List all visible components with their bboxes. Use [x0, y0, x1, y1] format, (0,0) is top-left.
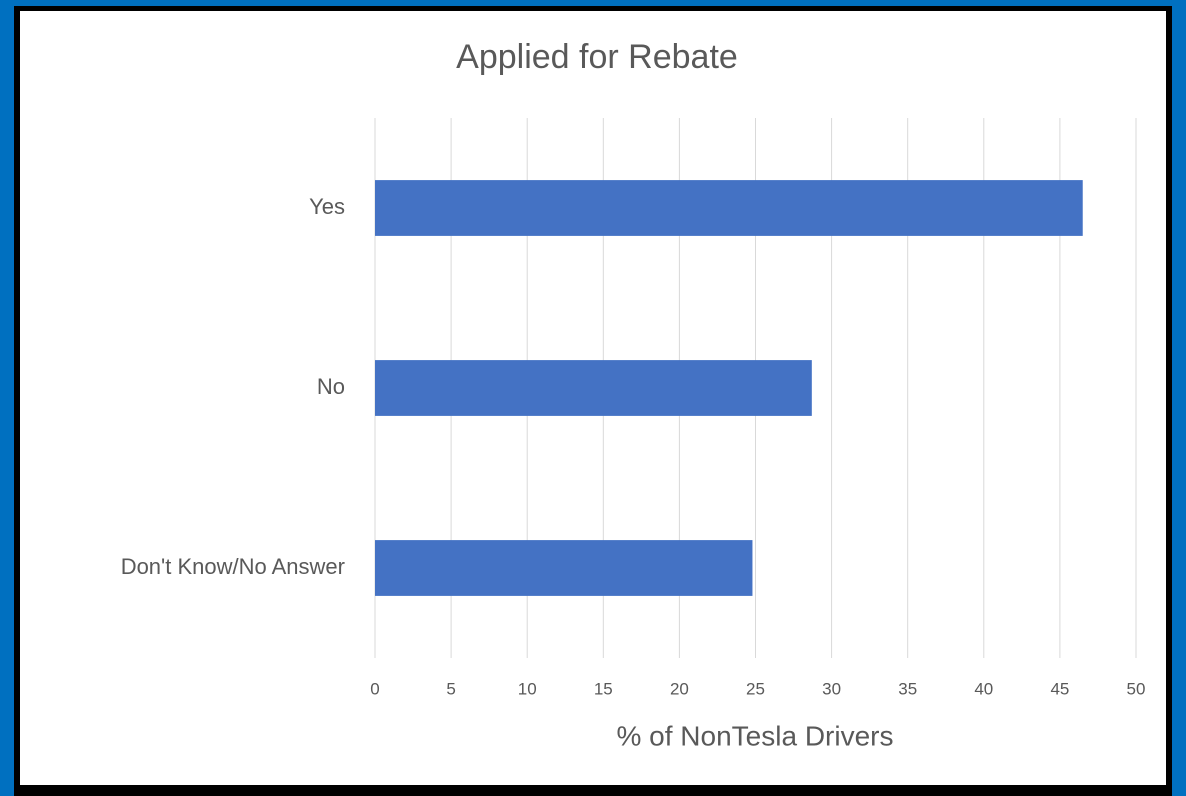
- chart-title: Applied for Rebate: [456, 38, 738, 76]
- chart: Applied for Rebate % of NonTesla Drivers…: [20, 11, 1166, 785]
- x-tick-label: 20: [670, 679, 689, 698]
- x-tick-label: 40: [974, 679, 993, 698]
- y-tick-label: Don't Know/No Answer: [121, 554, 345, 579]
- x-tick-label: 35: [898, 679, 917, 698]
- x-tick-label: 45: [1050, 679, 1069, 698]
- bar: [375, 540, 753, 596]
- bar: [375, 180, 1083, 236]
- x-axis-title: % of NonTesla Drivers: [617, 720, 894, 751]
- x-tick-label: 10: [518, 679, 537, 698]
- x-tick-label: 50: [1127, 679, 1146, 698]
- x-tick-label: 15: [594, 679, 613, 698]
- x-tick-label: 5: [446, 679, 455, 698]
- x-tick-label: 30: [822, 679, 841, 698]
- x-tick-label: 25: [746, 679, 765, 698]
- y-tick-label: No: [317, 374, 345, 399]
- bar: [375, 360, 812, 416]
- y-tick-label: Yes: [309, 194, 345, 219]
- x-tick-label: 0: [370, 679, 379, 698]
